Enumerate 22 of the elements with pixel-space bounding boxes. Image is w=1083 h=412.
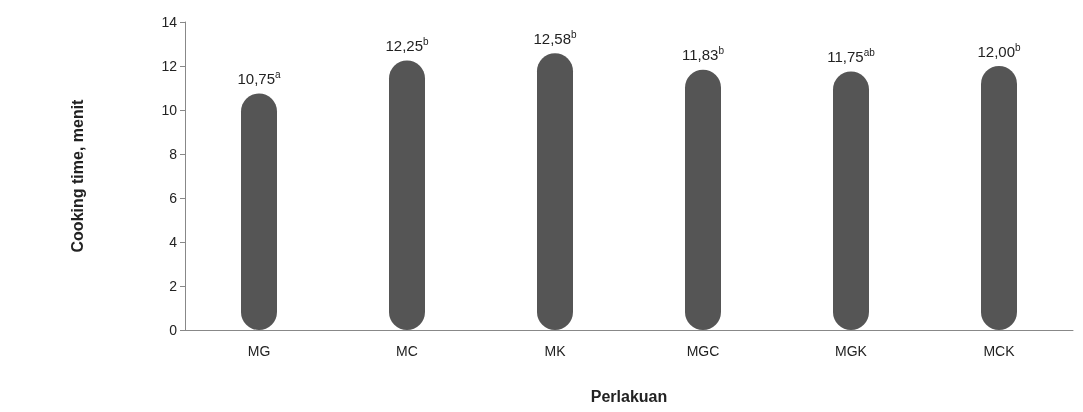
bar	[981, 66, 1017, 330]
x-axis-title: Perlakuan	[590, 387, 668, 405]
x-tick-label: MCK	[983, 343, 1016, 359]
y-tick-label: 2	[169, 278, 178, 294]
x-tick-label: MGC	[686, 343, 720, 359]
y-tick-label: 4	[169, 234, 178, 250]
y-tick-label: 6	[169, 190, 178, 206]
bar	[241, 93, 277, 330]
y-tick-label: 8	[169, 146, 178, 162]
y-axis-title: Cooking time, menit	[68, 98, 86, 253]
y-tick-label: 10	[161, 102, 178, 118]
y-tick-label: 0	[169, 322, 178, 338]
x-tick-label: MK	[544, 343, 567, 359]
bar	[833, 71, 869, 330]
bar	[685, 69, 721, 330]
x-tick-label: MGK	[835, 343, 868, 359]
bar	[389, 60, 425, 330]
y-tick-label: 14	[161, 14, 178, 30]
x-tick-label: MG	[247, 343, 271, 359]
bar	[537, 53, 573, 330]
x-tick-label: MC	[396, 343, 418, 359]
y-tick-label: 12	[161, 58, 178, 74]
